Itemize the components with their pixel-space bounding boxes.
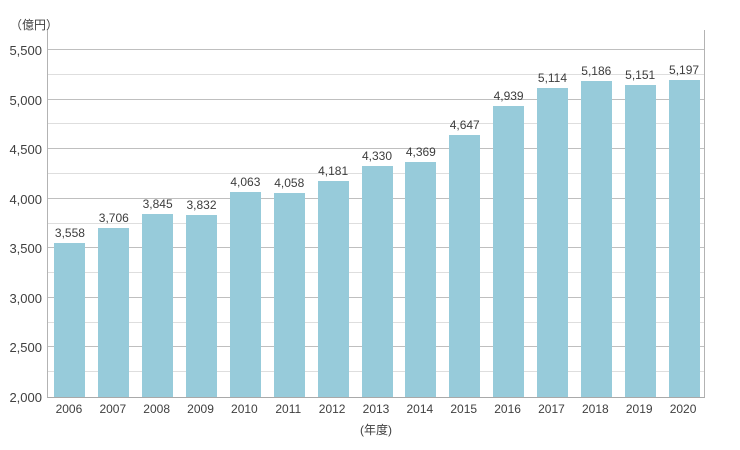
bar — [273, 192, 305, 397]
bar-value-label: 3,558 — [54, 225, 85, 240]
bar-value-label: 3,706 — [98, 210, 129, 225]
y-tick-label: 3,000 — [9, 290, 42, 306]
bar — [98, 227, 130, 397]
x-tick-label: 2011 — [275, 402, 302, 416]
x-tick-label: 2015 — [450, 402, 478, 416]
y-tick-label: 4,500 — [9, 142, 42, 158]
bar-value-label: 5,186 — [581, 64, 612, 79]
y-tick-label: 3,500 — [9, 241, 42, 257]
bar-value-label: 4,058 — [274, 175, 305, 190]
x-tick-label: 2019 — [625, 402, 653, 416]
x-tick-label: 2010 — [231, 402, 258, 416]
bar-value-label: 4,330 — [361, 149, 392, 163]
bar-value-label: 4,369 — [405, 145, 436, 160]
x-tick-label: 2013 — [362, 402, 390, 416]
x-tick-label: 2008 — [143, 402, 170, 416]
x-tick-label: 2012 — [318, 402, 346, 416]
bar — [186, 215, 218, 397]
bar-value-label: 3,845 — [142, 197, 173, 212]
plot-area: 3,558 3,706 3,845 3,832 4,063 4,058 4,181 4,330… — [47, 30, 705, 398]
x-axis-unit-label: (年度) — [360, 423, 392, 437]
x-tick-label: 2009 — [187, 402, 214, 416]
bar — [361, 166, 393, 397]
bar — [580, 81, 612, 397]
major-gridline — [48, 49, 704, 50]
minor-gridline — [48, 123, 704, 125]
bar-value-label: 5,197 — [669, 63, 700, 78]
x-tick-label: 2017 — [538, 402, 565, 416]
y-axis-unit-label: （億円） — [10, 18, 59, 32]
bar — [624, 84, 656, 397]
y-tick-label: 5,000 — [9, 92, 42, 108]
bar — [317, 180, 349, 397]
bar-value-label: 5,114 — [537, 71, 568, 86]
bar-value-label: 4,181 — [318, 163, 349, 178]
bar — [405, 162, 437, 397]
y-tick-label: 2,500 — [9, 340, 42, 356]
bar-value-label: 4,647 — [449, 117, 480, 132]
bar — [493, 105, 525, 397]
bar — [668, 80, 700, 397]
bar-value-label: 4,063 — [230, 175, 261, 190]
bar — [536, 88, 568, 397]
x-tick-label: 2018 — [581, 402, 609, 416]
bar-value-label: 3,832 — [186, 198, 217, 213]
x-tick-label: 2006 — [55, 402, 83, 416]
x-tick-label: 2007 — [99, 402, 127, 416]
bar — [54, 242, 86, 397]
bar — [229, 192, 261, 397]
y-tick-label: 5,500 — [9, 43, 42, 58]
x-tick-label: 2014 — [406, 402, 434, 416]
x-tick-label: 2020 — [669, 402, 697, 416]
bar-value-label: 5,151 — [625, 67, 656, 82]
bar-value-label: 4,939 — [493, 88, 524, 103]
major-gridline — [48, 148, 704, 150]
bar — [449, 134, 481, 397]
bar — [142, 214, 174, 397]
y-tick-label: 2,000 — [9, 390, 42, 405]
y-tick-label: 4,000 — [9, 191, 42, 207]
major-gridline — [48, 98, 704, 100]
minor-gridline — [48, 73, 704, 75]
x-tick-label: 2016 — [494, 402, 521, 416]
